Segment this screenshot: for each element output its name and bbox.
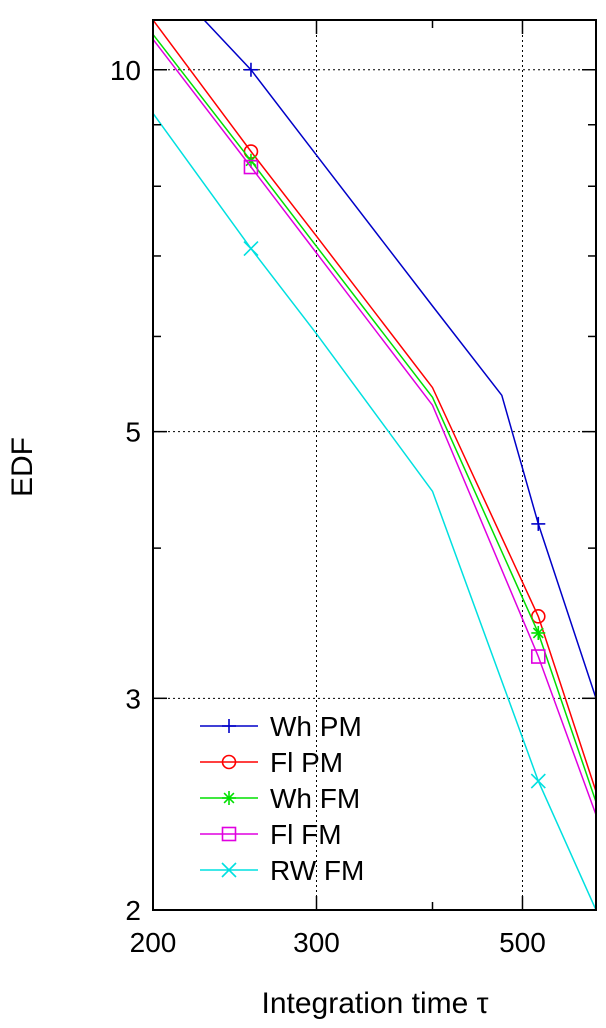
x-axis-title: Integration time τ [262, 987, 489, 1020]
legend: Wh PM Fl PM Wh FM Fl FM RW FM [200, 711, 364, 886]
data-point [243, 159, 259, 175]
data-point [243, 240, 259, 257]
data-point [530, 609, 546, 624]
legend-swatch-marker [221, 826, 237, 842]
series-line [153, 38, 596, 816]
legend-swatch-marker [222, 719, 236, 733]
series-line [203, 20, 596, 699]
legend-label: Fl FM [270, 819, 342, 850]
legend-label: RW FM [270, 855, 364, 886]
x-tick-label: 300 [293, 927, 340, 958]
series-line [153, 112, 596, 910]
legend-item: Wh FM [200, 783, 360, 814]
legend-label: Wh PM [270, 711, 362, 742]
legend-label: Fl PM [270, 747, 343, 778]
tick-layer: 200 300 500 2 3 5 10 [110, 19, 597, 958]
x-tick-label: 500 [499, 927, 546, 958]
legend-swatch-marker [221, 754, 237, 770]
y-tick-label: 10 [110, 55, 141, 86]
grid-layer [153, 20, 596, 910]
plot-frame [152, 19, 597, 911]
legend-label: Wh FM [270, 783, 360, 814]
legend-item: Fl FM [200, 819, 342, 850]
series-line [153, 33, 596, 803]
y-axis-title: EDF [6, 437, 39, 497]
data-point [530, 773, 546, 789]
series-layer [153, 20, 596, 910]
data-point [531, 516, 546, 531]
data-point [531, 625, 546, 640]
x-tick-label: 200 [130, 927, 177, 958]
series-line [153, 20, 596, 792]
y-tick-label: 5 [125, 417, 141, 448]
data-point [243, 62, 258, 77]
y-tick-label: 2 [125, 895, 141, 926]
legend-item: Wh PM [200, 711, 362, 742]
legend-item: Fl PM [200, 747, 343, 778]
legend-item: RW FM [200, 855, 364, 886]
legend-swatch-marker [222, 791, 236, 805]
data-point [530, 649, 546, 664]
legend-swatch-marker [221, 862, 237, 878]
y-tick-label: 3 [125, 683, 141, 714]
